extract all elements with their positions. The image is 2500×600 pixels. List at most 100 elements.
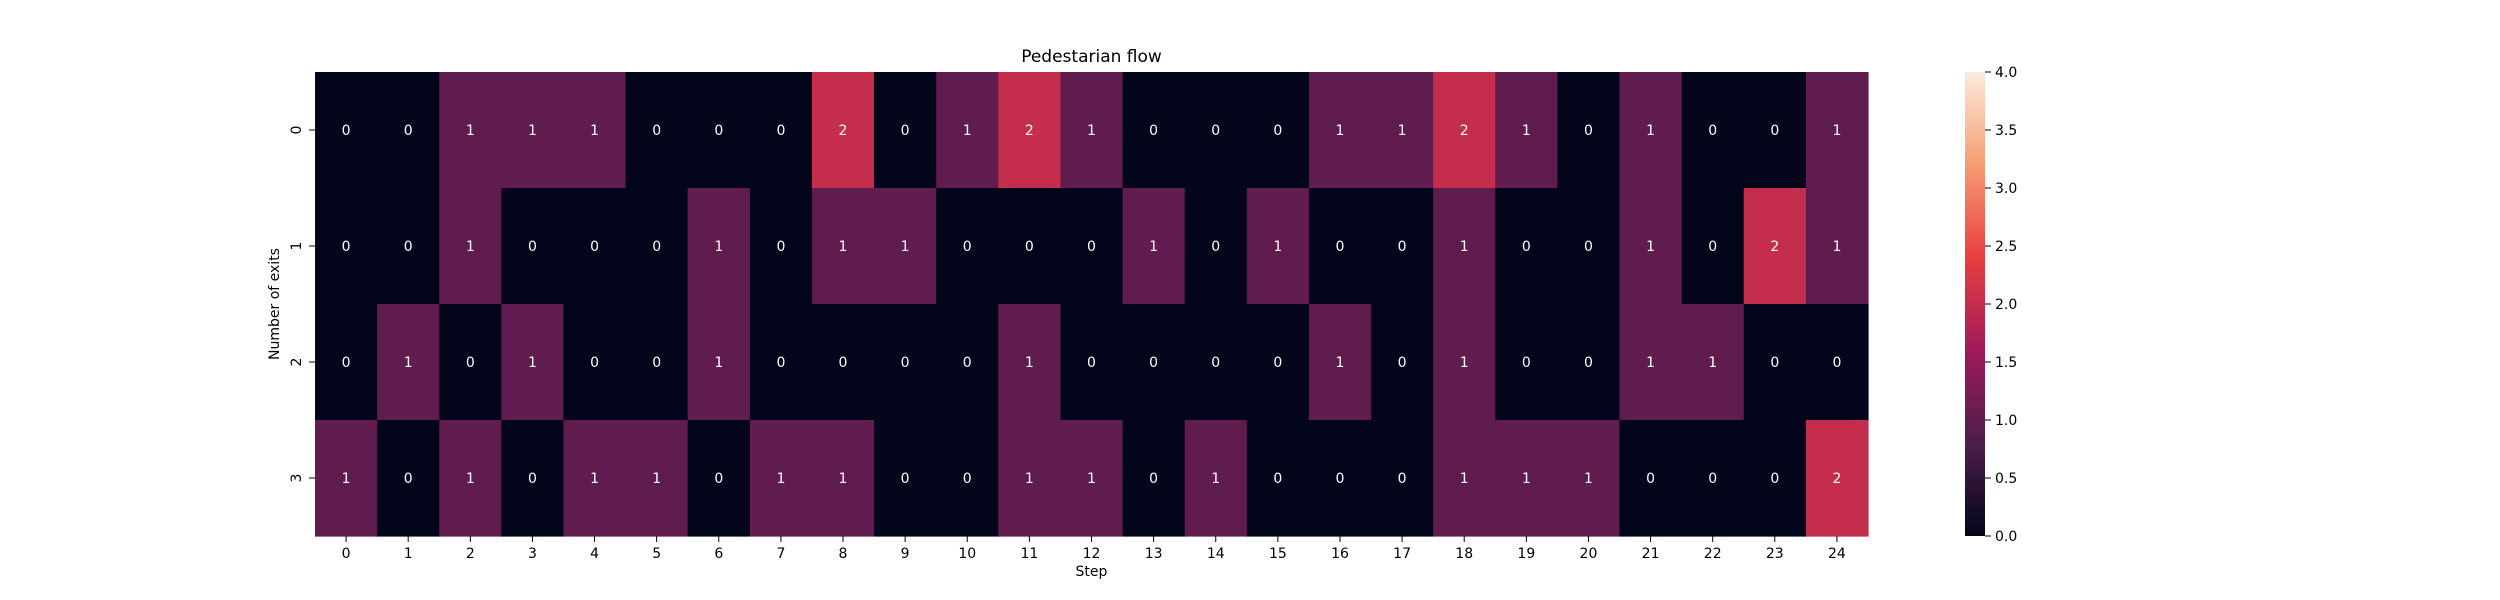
cell-value-label: 1 xyxy=(714,355,723,371)
heatmap-cell xyxy=(874,188,937,305)
cell-value-label: 2 xyxy=(839,123,848,139)
heatmap-cell xyxy=(625,188,689,305)
heatmap-cell xyxy=(501,420,565,537)
y-tick-label: 3 xyxy=(289,474,305,483)
cell-value-label: 0 xyxy=(1832,355,1841,371)
heatmap-cell xyxy=(501,188,565,305)
heatmap-cell xyxy=(1122,188,1186,305)
x-tick-label: 22 xyxy=(1704,546,1722,562)
cell-value-label: 1 xyxy=(528,355,537,371)
heatmap-cell xyxy=(1681,420,1745,537)
heatmap-cell xyxy=(1371,72,1434,189)
heatmap-cell xyxy=(439,420,502,537)
heatmap-cell xyxy=(1122,72,1186,189)
heatmap-cell xyxy=(563,304,627,421)
heatmap-cell xyxy=(687,188,751,305)
x-tick-label: 5 xyxy=(652,546,661,562)
cell-value-label: 1 xyxy=(1336,355,1345,371)
heatmap-cell xyxy=(1557,72,1621,189)
heatmap-cell xyxy=(625,420,689,537)
heatmap-cell xyxy=(1246,188,1310,305)
cell-value-label: 1 xyxy=(839,239,848,255)
cell-value-label: 0 xyxy=(1708,123,1717,139)
heatmap-cell xyxy=(1371,420,1434,537)
heatmap-cell xyxy=(501,72,565,189)
x-tick-label: 12 xyxy=(1083,546,1101,562)
cell-value-label: 1 xyxy=(652,471,661,487)
x-tick-label: 1 xyxy=(404,546,413,562)
heatmap-cell xyxy=(749,188,813,305)
x-tick-label: 2 xyxy=(466,546,475,562)
y-tick-label: 2 xyxy=(289,358,305,367)
cell-value-label: 1 xyxy=(1273,239,1282,255)
heatmap-cell xyxy=(1184,304,1248,421)
x-tick-label: 11 xyxy=(1020,546,1038,562)
cell-value-label: 0 xyxy=(714,471,723,487)
colorbar-tick-label: 3.0 xyxy=(1995,181,2017,197)
cell-value-label: 1 xyxy=(1460,471,1469,487)
cell-value-label: 0 xyxy=(1522,239,1531,255)
heatmap-cell xyxy=(811,72,875,189)
cell-value-label: 0 xyxy=(1584,355,1593,371)
cell-value-label: 0 xyxy=(1025,239,1034,255)
colorbar-gradient xyxy=(1965,72,1985,536)
heatmap-cell xyxy=(998,420,1062,537)
cell-value-label: 0 xyxy=(1273,123,1282,139)
x-axis: 0 1 2 3 4 5 6 7 8 9 10 11 12 13 14 15 16 17 18 19 20 21 22 23 24 xyxy=(342,536,1846,562)
x-tick-label: 3 xyxy=(528,546,537,562)
cell-value-label: 0 xyxy=(1149,123,1158,139)
cell-value-label: 0 xyxy=(1398,471,1407,487)
cell-value-label: 0 xyxy=(1149,471,1158,487)
cell-value-label: 1 xyxy=(1646,123,1655,139)
cell-value-label: 1 xyxy=(963,123,972,139)
heatmap-cell xyxy=(1805,188,1869,305)
heatmap-cell xyxy=(811,304,875,421)
cell-value-label: 0 xyxy=(1273,355,1282,371)
cell-value-label: 2 xyxy=(1832,471,1841,487)
colorbar-tick-label: 2.5 xyxy=(1995,239,2017,255)
heatmap-cell xyxy=(1308,188,1372,305)
y-tick-label: 0 xyxy=(289,126,305,135)
cell-value-label: 2 xyxy=(1025,123,1034,139)
cell-value-label: 1 xyxy=(1522,471,1531,487)
cell-value-label: 0 xyxy=(404,123,413,139)
heatmap-cell xyxy=(998,72,1062,189)
x-tick-label: 19 xyxy=(1517,546,1535,562)
cell-value-label: 0 xyxy=(1770,471,1779,487)
cell-value-label: 1 xyxy=(1832,239,1841,255)
cell-value-label: 0 xyxy=(963,239,972,255)
heatmap-cell xyxy=(377,188,440,305)
heatmap-cell xyxy=(936,420,999,537)
heatmap-cell xyxy=(625,304,689,421)
colorbar-tick-label: 0.0 xyxy=(1995,529,2017,545)
heatmap-cells: 0 0 1 1 1 0 0 0 2 0 1 2 1 0 0 0 1 1 2 1 0 1 0 0 1 0 0 1 0 0 0 1 0 1 1 0 0 0 1 0… xyxy=(315,72,1869,537)
heatmap-cell xyxy=(998,304,1062,421)
colorbar-tick-label: 2.0 xyxy=(1995,297,2017,313)
heatmap-cell xyxy=(1495,304,1558,421)
cell-value-label: 0 xyxy=(776,239,785,255)
heatmap-cell xyxy=(1619,420,1683,537)
heatmap-cell xyxy=(1060,72,1124,189)
x-tick-label: 21 xyxy=(1642,546,1660,562)
heatmap-cell xyxy=(1681,72,1745,189)
cell-value-label: 0 xyxy=(1336,239,1345,255)
heatmap-cell xyxy=(1433,72,1496,189)
heatmap-cell xyxy=(1743,420,1807,537)
cell-value-label: 1 xyxy=(1460,239,1469,255)
x-tick-label: 13 xyxy=(1145,546,1163,562)
cell-value-label: 0 xyxy=(1708,471,1717,487)
colorbar-tick-label: 3.5 xyxy=(1995,123,2017,139)
cell-value-label: 1 xyxy=(1336,123,1345,139)
cell-value-label: 0 xyxy=(1398,239,1407,255)
cell-value-label: 1 xyxy=(776,471,785,487)
cell-value-label: 0 xyxy=(776,123,785,139)
cell-value-label: 1 xyxy=(1646,239,1655,255)
cell-value-label: 1 xyxy=(466,239,475,255)
heatmap-cell xyxy=(1246,72,1310,189)
cell-value-label: 1 xyxy=(466,123,475,139)
heatmap-cell xyxy=(1371,188,1434,305)
cell-value-label: 0 xyxy=(1646,471,1655,487)
heatmap-cell xyxy=(1060,420,1124,537)
y-axis: 0 1 2 3 xyxy=(289,126,315,483)
